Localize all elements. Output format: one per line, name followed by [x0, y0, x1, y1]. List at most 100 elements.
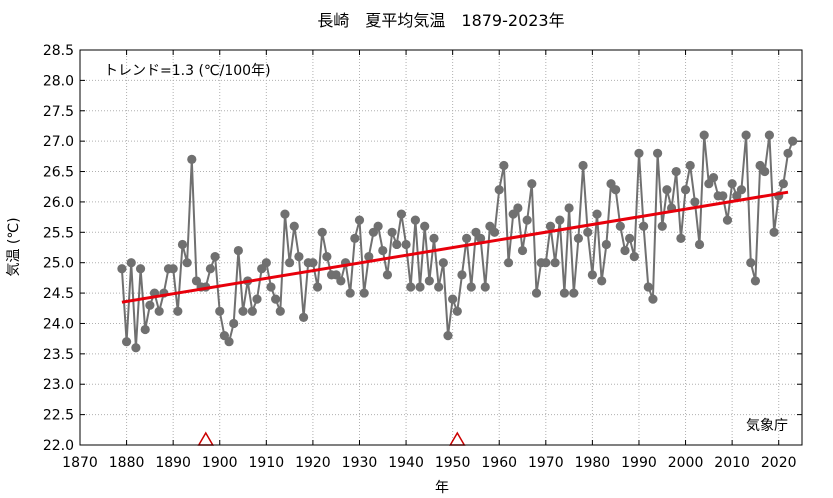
data-point: [126, 258, 136, 268]
data-point: [168, 264, 178, 274]
data-point: [154, 306, 164, 316]
data-point: [569, 288, 579, 298]
data-point: [215, 306, 225, 316]
grid: [79, 49, 802, 446]
x-tick-label: 1910: [249, 455, 285, 471]
data-point: [657, 221, 667, 231]
data-point: [634, 148, 644, 158]
x-tick-label: 1900: [202, 455, 238, 471]
x-tick-label: 1930: [342, 455, 378, 471]
y-tick-label: 23.5: [43, 347, 74, 363]
data-point: [252, 294, 262, 304]
data-point: [261, 258, 271, 268]
x-tick-label: 1960: [481, 455, 517, 471]
data-point: [238, 306, 248, 316]
data-point: [625, 233, 635, 243]
data-point: [741, 130, 751, 140]
data-point: [662, 185, 672, 195]
data-point: [513, 203, 523, 213]
y-tick-label: 22.5: [43, 408, 74, 424]
data-point: [629, 252, 639, 262]
data-point: [760, 166, 770, 177]
x-tick-label: 1940: [388, 455, 424, 471]
data-point: [578, 160, 588, 171]
data-point: [727, 179, 737, 189]
data-point: [322, 252, 332, 262]
data-point: [648, 294, 658, 304]
trend-layer: [121, 190, 789, 304]
data-point: [573, 233, 584, 243]
data-point: [224, 337, 234, 347]
data-point: [415, 282, 425, 292]
data-point: [280, 209, 290, 219]
data-point: [778, 179, 788, 189]
data-point: [489, 227, 500, 237]
data-point: [289, 221, 299, 231]
y-tick-label: 26.0: [43, 195, 74, 211]
data-point: [121, 337, 132, 347]
data-point: [527, 179, 537, 189]
series-layer: [117, 130, 798, 353]
data-point: [285, 258, 295, 268]
data-point: [410, 215, 420, 225]
data-point: [494, 185, 504, 195]
data-point: [271, 294, 281, 304]
data-point: [187, 154, 197, 164]
data-point: [722, 215, 733, 225]
data-point: [205, 264, 216, 274]
y-tick-label: 22.0: [43, 438, 74, 454]
data-point: [597, 276, 607, 286]
data-point: [499, 160, 509, 171]
data-point: [457, 270, 467, 280]
data-point: [531, 288, 542, 298]
data-point: [438, 258, 448, 268]
data-point: [653, 148, 663, 158]
data-point: [541, 258, 551, 268]
y-tick-labels: 22.0 22.5 23.0 23.5 24.0 24.5 25.0 25.5 26.0 26.5…: [43, 43, 74, 454]
x-tick-label: 1990: [621, 455, 657, 471]
x-tick-label: 1970: [528, 455, 564, 471]
data-point: [392, 239, 402, 250]
y-tick-label: 27.5: [43, 104, 74, 120]
data-point: [401, 239, 411, 250]
x-tick-label: 2010: [714, 455, 750, 471]
chart-title: 長崎 夏平均気温 1879-2023年: [317, 11, 564, 30]
data-point: [294, 252, 304, 262]
data-point: [182, 258, 192, 268]
y-tick-label: 27.0: [43, 134, 74, 150]
data-point: [718, 191, 728, 201]
y-tick-label: 23.0: [43, 377, 74, 393]
data-point: [564, 203, 574, 213]
x-tick-label: 1880: [109, 455, 145, 471]
x-tick-labels: 1870 1880 1890 1900 1910 1920 1930 1940 1950 1960…: [62, 455, 796, 471]
x-tick-label: 1870: [62, 455, 98, 471]
data-point: [699, 130, 709, 140]
y-tick-label: 25.0: [43, 256, 74, 272]
data-point: [750, 276, 761, 286]
data-point: [424, 276, 434, 286]
data-point: [466, 282, 476, 292]
source-label: 気象庁: [746, 418, 788, 434]
x-tick-label: 1980: [575, 455, 611, 471]
data-point: [308, 258, 318, 268]
data-point: [680, 185, 691, 195]
data-point: [275, 306, 285, 316]
data-point: [378, 245, 388, 256]
x-tick-label: 2020: [761, 455, 797, 471]
x-tick-label: 2000: [668, 455, 704, 471]
data-point: [583, 227, 593, 237]
data-point: [443, 331, 453, 341]
x-tick-label: 1950: [435, 455, 471, 471]
data-point: [452, 306, 462, 316]
data-point: [462, 233, 472, 243]
data-point: [373, 221, 383, 231]
data-point: [117, 264, 127, 274]
data-point: [312, 282, 323, 292]
data-point: [396, 209, 407, 219]
data-point: [517, 245, 528, 256]
y-tick-label: 28.5: [43, 43, 74, 59]
data-point: [229, 318, 239, 329]
data-point: [354, 215, 365, 225]
data-point: [135, 264, 146, 274]
